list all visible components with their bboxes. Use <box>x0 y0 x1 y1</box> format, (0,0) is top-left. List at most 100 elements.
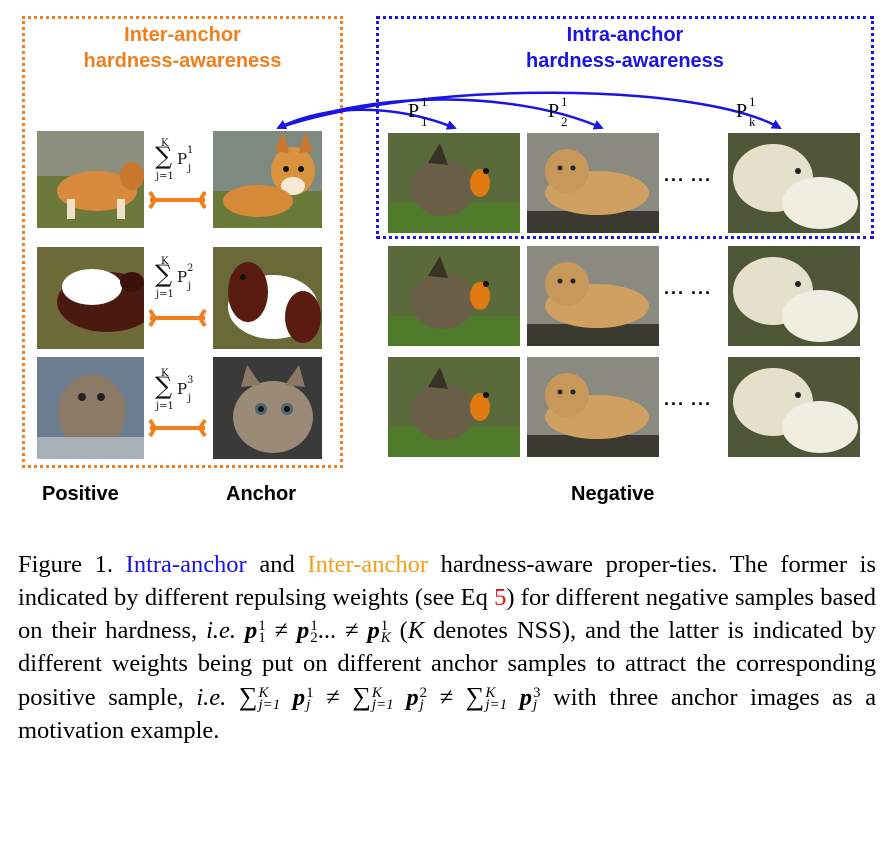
attract-connector-3 <box>148 418 207 438</box>
inter-anchor-title: Inter-anchor hardness-awareness <box>30 22 335 74</box>
caption-ie1: i.e. <box>206 617 236 644</box>
column-label-anchor: Anchor <box>226 483 296 505</box>
sub: j <box>419 697 424 714</box>
attract-connector-1 <box>148 190 207 210</box>
anchor-image-corgi <box>213 131 322 228</box>
sup: 3 <box>532 685 541 702</box>
sum-P: P <box>177 268 188 286</box>
caption-pj2: p <box>406 684 419 711</box>
caption-eq-ref[interactable]: 5 <box>494 584 507 611</box>
repulsion-arrows <box>148 91 782 438</box>
negative-image-bird-row2 <box>388 246 520 346</box>
sum-weight-2: K ∑ j=1 P 2 j <box>155 256 205 306</box>
attract-connector-2 <box>148 308 207 328</box>
sup: 1 <box>380 618 389 635</box>
positive-image-spaniel <box>37 247 144 349</box>
sum-sigma: ∑ <box>155 142 173 170</box>
sub: j <box>306 697 311 714</box>
negative-image-lion-row2 <box>527 246 659 346</box>
anchor-image-spaniel <box>213 247 322 349</box>
p-sub: 1 <box>421 114 428 129</box>
caption-neq2: ≠ <box>345 617 359 644</box>
arrow-to-negK <box>277 91 782 130</box>
caption-pj3: p <box>519 684 532 711</box>
sum-weight-3: K ∑ j=1 P 3 j <box>155 368 205 418</box>
p-label-2: P 1 2 <box>548 94 568 129</box>
caption-neq1: ≠ <box>274 617 289 644</box>
sub: j=1 <box>258 697 281 714</box>
sum-lower: j=1 <box>156 289 174 300</box>
ellipsis-row1: ··· ··· <box>664 170 712 190</box>
ellipsis-row3: ··· ··· <box>664 394 712 414</box>
sub: 2 <box>310 630 318 647</box>
p-letter: P <box>548 100 560 122</box>
sum-lower: j=1 <box>156 401 174 412</box>
caption-K: K <box>407 617 425 644</box>
p-letter: P <box>736 100 748 122</box>
p-label-k: P 1 k <box>736 94 756 129</box>
caption-pK: p <box>367 617 380 644</box>
sum-upper: K <box>161 368 169 379</box>
sup: K <box>371 685 382 702</box>
caption-text4: with three anchor images as a motivation… <box>18 684 877 744</box>
negative-image-bird-row3 <box>388 357 520 457</box>
sum-lower: j=1 <box>156 171 174 182</box>
caption-figure-label: Figure 1. <box>18 551 113 578</box>
negative-image-lion-row1 <box>527 133 659 233</box>
caption-text1: hardness-aware proper-ties. The former i… <box>18 551 877 611</box>
caption-and: and <box>259 551 295 578</box>
intra-anchor-title: Intra-anchor hardness-awareness <box>400 22 850 74</box>
caption-sum2: ∑ <box>352 682 371 711</box>
sub: j <box>532 697 538 714</box>
caption-ie2: i.e. <box>196 684 227 711</box>
sub: 1 <box>258 630 266 647</box>
negative-image-bird-row1 <box>388 133 520 233</box>
p-sup: 1 <box>421 94 428 109</box>
sum-sup: 3 <box>187 375 194 386</box>
sup: 2 <box>419 685 428 702</box>
sum-sub: j <box>188 281 192 292</box>
inter-anchor-box <box>22 16 343 468</box>
sup: 1 <box>306 685 314 702</box>
sub: K <box>380 630 391 647</box>
column-label-positive: Positive <box>42 483 119 505</box>
sum-upper: K <box>161 138 169 149</box>
negative-image-bear-row2 <box>728 246 860 346</box>
positive-image-kitten <box>37 357 144 459</box>
sub: j=1 <box>371 697 394 714</box>
caption-inter: Inter-anchor <box>307 551 428 578</box>
negative-image-lion-row3 <box>527 357 659 457</box>
ellipsis-row2: ··· ··· <box>664 283 712 303</box>
sum-P: P <box>177 380 188 398</box>
sum-upper: K <box>161 256 169 267</box>
p-letter: P <box>408 100 420 122</box>
p-sup: 1 <box>749 94 756 109</box>
p-label-1: P 1 1 <box>408 94 428 129</box>
column-label-negative: Negative <box>571 483 655 505</box>
positive-image-corgi <box>37 131 144 228</box>
figure-caption: Figure 1. Intra-anchor and Inter-anchor … <box>18 548 876 747</box>
anchor-image-kitten <box>213 357 322 459</box>
sum-sup: 1 <box>187 145 194 156</box>
sum-P: P <box>177 150 188 168</box>
negative-image-bear-row1 <box>728 133 860 233</box>
caption-sum3: ∑ <box>465 682 485 711</box>
sup: K <box>485 685 496 702</box>
caption-ellipsis: ... <box>317 617 337 644</box>
sup: 1 <box>258 618 266 635</box>
inter-title-line1: Inter-anchor <box>124 24 241 46</box>
sub: j=1 <box>485 697 508 714</box>
caption-text3: denotes NSS), and the latter is indicate… <box>18 617 877 711</box>
caption-text2: ) for different negative samples based o… <box>18 584 877 644</box>
sup: 1 <box>310 618 318 635</box>
inter-title-line2: hardness-awareness <box>83 50 282 72</box>
arrow-to-neg2 <box>277 98 604 130</box>
